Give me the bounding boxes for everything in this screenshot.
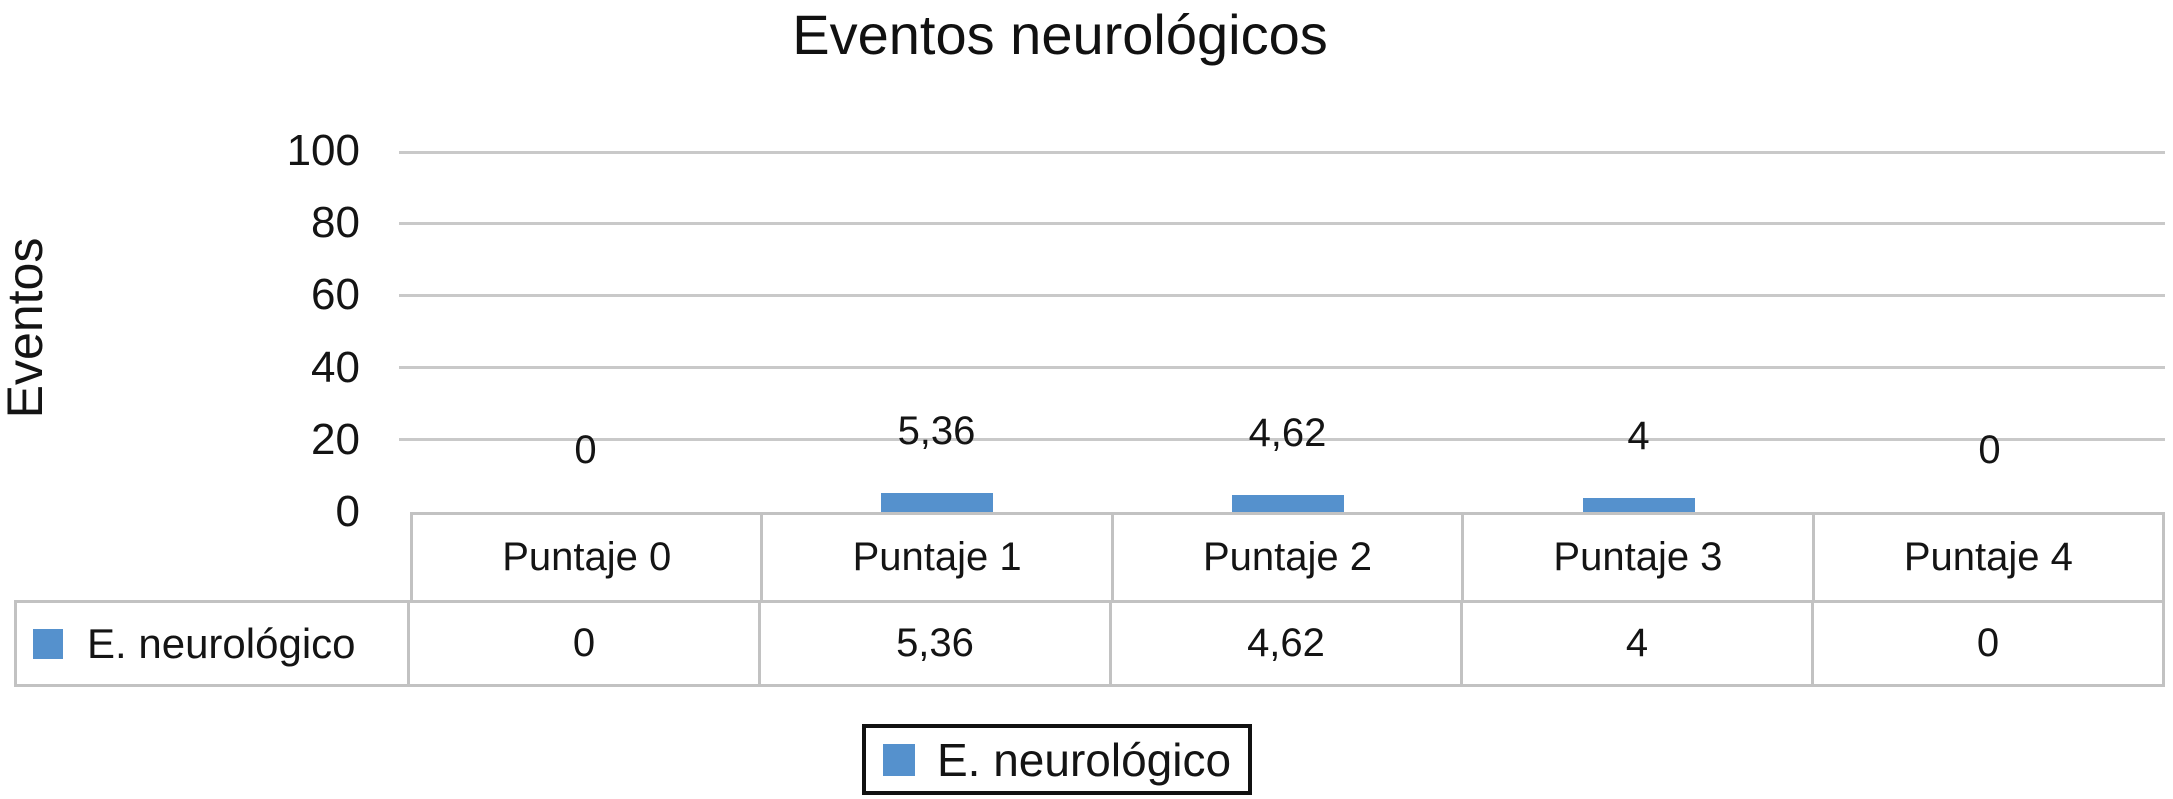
y-tick-label: 40 xyxy=(311,342,360,392)
table-column-header: Puntaje 0 xyxy=(502,535,672,579)
gridline xyxy=(399,366,2165,370)
bar-value-label: 0 xyxy=(574,428,597,472)
table-value-cell: 0 xyxy=(1811,603,2162,684)
table-value-cell: 5,36 xyxy=(758,603,1109,684)
bar-puntaje-2 xyxy=(1231,495,1344,512)
y-tick-label: 60 xyxy=(311,270,360,320)
legend-color-swatch xyxy=(882,743,915,776)
gridline xyxy=(399,438,2165,442)
table-column-header: Puntaje 2 xyxy=(1110,515,1461,600)
gridline xyxy=(399,221,2165,225)
table-row-header: E. neurológico xyxy=(17,603,407,684)
y-tick-label: 100 xyxy=(286,126,360,175)
table-value-cell: 4 xyxy=(1460,603,1811,684)
y-tick-label: 20 xyxy=(311,414,360,464)
y-tick-label: 0 xyxy=(335,487,360,536)
bar-value-label: 0 xyxy=(1978,428,2001,472)
legend-box: E. neurológico xyxy=(862,724,1252,795)
table-header-row: Puntaje 0 Puntaje 1 Puntaje 2 Puntaje 3 Punt… xyxy=(410,512,2165,600)
y-tick-label: 80 xyxy=(311,198,360,248)
bar-value-label: 4,62 xyxy=(1248,411,1327,456)
bar-value-label: 5,36 xyxy=(897,408,976,453)
table-column-header: Puntaje 4 xyxy=(1811,515,2162,600)
plot-area: 0 5,36 4,62 4 0 xyxy=(399,151,2165,512)
y-axis-title: Eventos xyxy=(0,237,53,419)
gridline xyxy=(399,151,2165,154)
table-data-row: E. neurológico 0 5,36 4,62 4 0 xyxy=(14,600,2165,687)
series-name-label: E. neurológico xyxy=(87,619,356,667)
chart-title: Eventos neurológicos xyxy=(792,3,1328,66)
gridline xyxy=(399,293,2165,297)
table-value-cell: 4,62 xyxy=(1109,603,1460,684)
legend-label: E. neurológico xyxy=(936,733,1232,786)
bar-puntaje-1 xyxy=(880,492,993,512)
bar-puntaje-3 xyxy=(1582,497,1695,512)
series-color-swatch xyxy=(33,628,63,659)
table-value-cell: 0 xyxy=(407,603,758,684)
table-column-header: Puntaje 3 xyxy=(1461,515,1811,600)
bar-value-label: 4 xyxy=(1627,413,1650,458)
table-column-header: Puntaje 1 xyxy=(760,515,1110,600)
